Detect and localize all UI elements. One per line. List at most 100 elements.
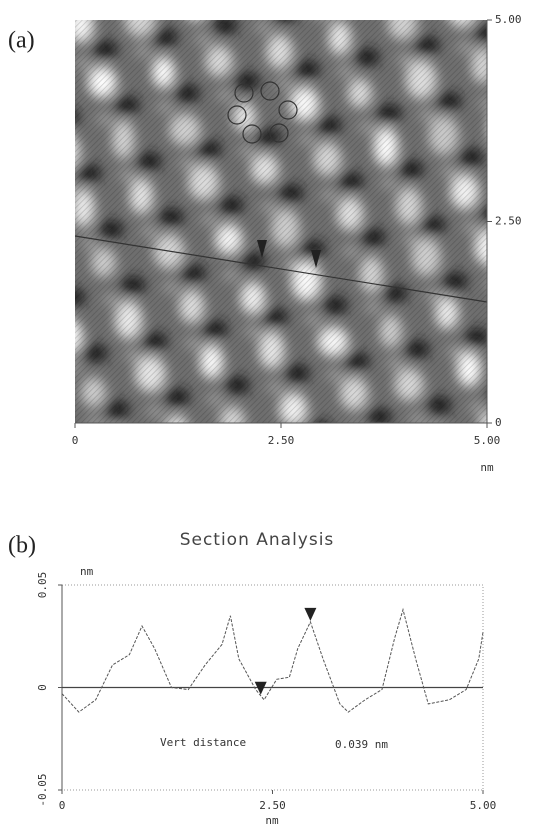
x-tick-label: 5.00 bbox=[474, 434, 501, 447]
cursor-marker bbox=[304, 607, 317, 621]
dark-spot bbox=[388, 464, 414, 482]
mid-spot bbox=[108, 472, 126, 486]
dark-spot bbox=[66, 468, 92, 486]
dark-spot bbox=[470, 508, 496, 526]
y-unit: nm bbox=[80, 565, 94, 578]
dark-spot bbox=[448, 452, 474, 470]
section-line bbox=[75, 235, 487, 303]
atom-circles bbox=[227, 81, 298, 144]
dark-spot bbox=[22, 356, 48, 374]
mid-spot bbox=[512, 512, 530, 526]
mid-spot bbox=[212, 572, 230, 586]
x-tick-label: 5.00 bbox=[470, 799, 497, 812]
mid-spot bbox=[168, 460, 186, 474]
bright-spot bbox=[488, 108, 517, 147]
y-tick-label: 5.00 bbox=[495, 13, 522, 26]
section-marker bbox=[257, 240, 267, 258]
bright-spot bbox=[243, 457, 271, 496]
panel-label: (a) bbox=[8, 28, 35, 54]
bright-spot bbox=[100, 427, 129, 466]
dark-spot bbox=[502, 260, 528, 278]
dark-spot bbox=[110, 580, 136, 598]
bright-spot bbox=[524, 341, 538, 375]
panel-label: (b) bbox=[8, 533, 36, 559]
annotation: Vert distance bbox=[160, 736, 246, 749]
dark-spot bbox=[16, 176, 42, 194]
mid-spot bbox=[506, 332, 524, 346]
bright-spot bbox=[189, 20, 202, 23]
dark-spot bbox=[0, 120, 20, 138]
dark-spot bbox=[230, 556, 256, 574]
bright-spot bbox=[142, 544, 172, 575]
mid-spot bbox=[332, 548, 350, 562]
bright-spot bbox=[64, 493, 88, 528]
mid-spot bbox=[52, 0, 70, 14]
bright-spot bbox=[297, 445, 328, 483]
dark-spot bbox=[10, 0, 36, 14]
dark-spot bbox=[38, 232, 64, 250]
bright-spot bbox=[528, 37, 538, 71]
dark-spot bbox=[410, 520, 436, 538]
y-tick-label: 0.05 bbox=[36, 572, 49, 599]
dark-spot bbox=[518, 136, 538, 154]
mid-spot bbox=[14, 68, 32, 82]
bright-spot bbox=[30, 78, 52, 116]
dark-spot bbox=[508, 440, 534, 458]
mid-spot bbox=[0, 192, 16, 206]
x-tick-label: 0 bbox=[59, 799, 66, 812]
mid-spot bbox=[430, 468, 448, 482]
bright-spot bbox=[442, 483, 472, 514]
dark-spot bbox=[70, 0, 96, 2]
bright-spot bbox=[33, 262, 59, 293]
bright-spot bbox=[245, 0, 270, 5]
mid-spot bbox=[500, 152, 518, 166]
mid-spot bbox=[0, 12, 10, 26]
dark-spot bbox=[0, 300, 26, 318]
dark-spot bbox=[496, 80, 522, 98]
mid-spot bbox=[310, 492, 328, 506]
dark-spot bbox=[170, 568, 196, 586]
dark-spot bbox=[486, 389, 487, 397]
mid-spot bbox=[370, 480, 388, 494]
x-tick-label: 2.50 bbox=[259, 799, 286, 812]
y-tick-label: 2.50 bbox=[495, 215, 522, 228]
dark-spot bbox=[88, 524, 114, 542]
mid-spot bbox=[516, 28, 534, 42]
x-tick-label: 0 bbox=[72, 434, 79, 447]
bright-spot bbox=[0, 269, 1, 303]
mid-spot bbox=[4, 372, 22, 386]
mid-spot bbox=[272, 560, 290, 574]
mid-spot bbox=[20, 248, 38, 262]
y-tick-label: 0 bbox=[36, 684, 49, 691]
mid-spot bbox=[522, 208, 538, 222]
stm-image bbox=[0, 0, 538, 598]
dark-spot bbox=[328, 476, 354, 494]
y-tick-label: 0 bbox=[495, 416, 502, 429]
cursor-marker bbox=[254, 681, 267, 695]
dark-spot bbox=[534, 12, 538, 30]
mid-spot bbox=[70, 540, 88, 554]
mid-spot bbox=[348, 424, 366, 438]
mid-spot bbox=[48, 484, 66, 498]
mid-spot bbox=[452, 524, 470, 538]
y-tick-label: -0.05 bbox=[36, 773, 49, 806]
bright-spot bbox=[0, 148, 12, 180]
dark-spot bbox=[208, 500, 234, 518]
mid-spot bbox=[374, 0, 392, 10]
x-unit: nm bbox=[480, 461, 494, 474]
dark-spot bbox=[44, 412, 70, 430]
dark-spot bbox=[276, 20, 294, 22]
mid-spot bbox=[392, 536, 410, 550]
bright-spot bbox=[14, 203, 39, 243]
chart-title: Section Analysis bbox=[180, 530, 335, 550]
bright-spot bbox=[126, 483, 148, 514]
dark-spot bbox=[148, 512, 174, 530]
x-unit: nm bbox=[265, 814, 279, 827]
bright-spot bbox=[180, 470, 209, 508]
image-hatch bbox=[75, 20, 487, 423]
mid-spot bbox=[528, 388, 538, 402]
bright-spot bbox=[39, 438, 67, 472]
dark-spot bbox=[186, 444, 212, 462]
mid-spot bbox=[26, 428, 44, 442]
